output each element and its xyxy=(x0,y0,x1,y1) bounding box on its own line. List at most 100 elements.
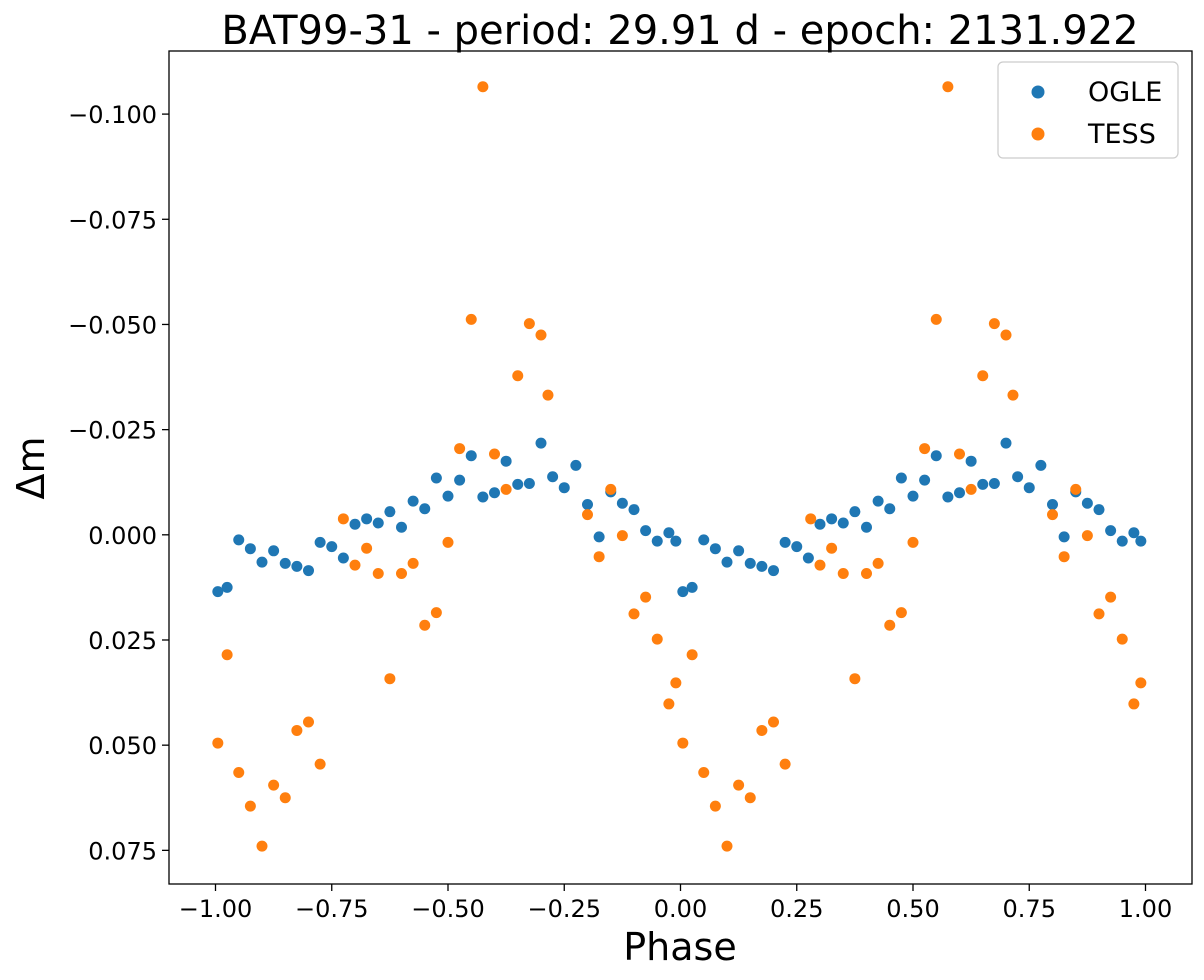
tess-point xyxy=(291,724,303,736)
ogle-point xyxy=(442,490,454,502)
tess-point xyxy=(212,737,224,749)
x-tick-label: 0.75 xyxy=(1003,895,1056,923)
tess-point xyxy=(1007,389,1019,401)
tess-point xyxy=(663,698,675,710)
tess-point xyxy=(1058,551,1070,563)
legend-marker-ogle xyxy=(1031,85,1045,99)
tess-point xyxy=(361,542,373,554)
ogle-point xyxy=(849,506,861,518)
ogle-point xyxy=(616,497,628,509)
ogle-point xyxy=(907,490,919,502)
ogle-point xyxy=(965,455,977,467)
legend-label-tess: TESS xyxy=(1087,119,1156,150)
ogle-point xyxy=(221,581,233,593)
ogle-point xyxy=(500,455,512,467)
ogle-point xyxy=(489,487,500,499)
ogle-point xyxy=(628,504,640,516)
tess-point xyxy=(872,557,884,569)
ogle-point xyxy=(1081,497,1093,509)
ogle-point xyxy=(1128,527,1140,539)
tess-point xyxy=(500,483,512,495)
y-tick-label: 0.050 xyxy=(88,732,157,760)
y-tick-label: 0.000 xyxy=(88,522,157,550)
tess-point xyxy=(954,448,965,460)
ogle-point xyxy=(698,534,710,546)
tess-point xyxy=(768,716,779,728)
y-tick-label: −0.075 xyxy=(68,206,157,234)
tess-point xyxy=(686,649,698,661)
tess-point xyxy=(535,329,547,341)
tess-point xyxy=(628,608,640,620)
ogle-point xyxy=(1047,499,1058,511)
ogle-point xyxy=(547,471,559,483)
ogle-point xyxy=(942,491,954,503)
x-tick-label: 1.00 xyxy=(1119,895,1172,923)
tess-point xyxy=(303,716,314,728)
plot-frame xyxy=(168,50,1193,885)
tess-point xyxy=(744,792,756,804)
ogle-point xyxy=(303,565,314,577)
tess-point xyxy=(337,513,349,525)
tess-point xyxy=(907,536,919,548)
tess-point xyxy=(849,673,861,685)
ogle-point xyxy=(291,560,303,572)
ogle-point xyxy=(802,552,814,564)
ogle-point xyxy=(826,513,838,525)
ogle-point xyxy=(768,565,779,577)
ogle-point xyxy=(977,478,989,490)
tess-point xyxy=(593,551,605,563)
legend-label-ogle: OGLE xyxy=(1088,77,1162,108)
tess-point xyxy=(826,542,838,554)
ogle-point xyxy=(314,536,326,548)
tess-point xyxy=(582,509,593,521)
tess-point xyxy=(1081,530,1093,542)
x-tick-label: −0.50 xyxy=(411,895,485,923)
tess-point xyxy=(233,767,245,779)
tess-point xyxy=(349,559,361,571)
ogle-point xyxy=(477,491,489,503)
tess-point xyxy=(314,758,326,770)
tess-point xyxy=(1116,633,1128,645)
ogle-point xyxy=(535,437,547,449)
y-tick-label: −0.025 xyxy=(68,417,157,445)
ogle-point xyxy=(837,517,849,529)
tess-point xyxy=(861,568,872,580)
x-tick-label: 0.25 xyxy=(770,895,823,923)
ogle-point xyxy=(872,495,884,507)
ogle-point xyxy=(721,556,733,568)
ogle-point xyxy=(582,499,593,511)
tess-point xyxy=(256,840,268,852)
axis-ticks: −1.00 −0.75 −0.50 −0.25 0.00 0.25 0.50 0.75 1.00… xyxy=(68,101,1172,923)
ogle-point xyxy=(663,527,675,539)
tess-point xyxy=(372,568,384,580)
ogle-point xyxy=(930,450,942,462)
tess-point xyxy=(542,389,554,401)
ogle-point xyxy=(1023,482,1035,494)
x-tick-label: −1.00 xyxy=(179,895,253,923)
ogle-point xyxy=(454,474,466,486)
ogle-point xyxy=(212,586,224,598)
tess-point xyxy=(965,483,977,495)
tess-point xyxy=(489,448,500,460)
tess-point xyxy=(814,559,826,571)
y-tick-label: −0.100 xyxy=(68,101,157,129)
tess-point xyxy=(677,737,689,749)
ogle-point xyxy=(651,535,663,547)
ogle-point xyxy=(686,581,698,593)
series-tess xyxy=(212,81,1147,852)
ogle-point xyxy=(1116,535,1128,547)
ogle-point xyxy=(954,487,965,499)
ogle-point xyxy=(640,525,652,537)
tess-point xyxy=(670,677,682,689)
tess-point xyxy=(396,568,407,580)
tess-point xyxy=(1093,608,1105,620)
tess-point xyxy=(465,313,477,325)
x-tick-label: −0.75 xyxy=(295,895,369,923)
tess-point xyxy=(930,313,942,325)
ogle-point xyxy=(465,450,477,462)
tess-point xyxy=(419,619,431,631)
x-tick-label: 0.00 xyxy=(654,895,707,923)
ogle-point xyxy=(1000,437,1012,449)
legend: OGLE TESS xyxy=(997,61,1179,159)
chart-title: BAT99-31 - period: 29.91 d - epoch: 2131… xyxy=(221,8,1138,54)
